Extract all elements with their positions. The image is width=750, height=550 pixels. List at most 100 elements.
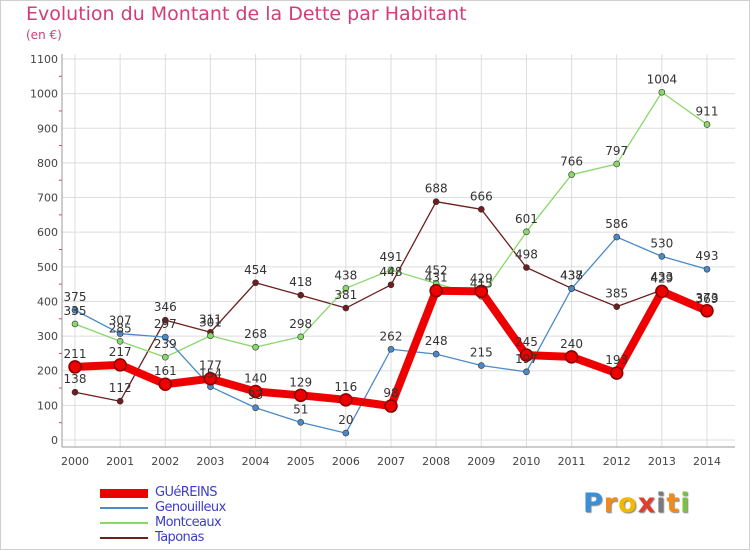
data-label: 429 [650,271,673,285]
data-label: 373 [696,291,719,305]
data-label: 369 [696,292,719,306]
data-point [252,343,259,351]
data-point [342,304,350,312]
data-point [71,320,79,328]
x-tick-label: 2002 [151,455,179,468]
data-point [432,350,440,358]
data-point [248,384,263,399]
data-point [564,350,579,364]
data-point [523,264,530,271]
y-tick-label: 800 [37,157,58,170]
legend-swatch [100,537,148,539]
data-point [429,283,443,298]
logo-letter: P [583,488,604,519]
data-point [658,253,666,260]
x-tick-label: 2009 [467,455,495,468]
legend-swatch [100,488,148,498]
data-label: 197 [515,352,538,366]
data-label: 268 [244,327,267,341]
data-point [207,332,214,340]
data-label: 245 [515,335,538,349]
data-label: 138 [64,372,87,386]
legend-label: Genouilleux [155,500,226,515]
data-label: 797 [605,144,628,158]
logo-letter: o [618,488,638,519]
proxiti-logo: Proxiti [583,488,691,519]
data-point [252,279,259,287]
data-point [568,285,575,292]
data-label: 177 [199,359,222,373]
x-tick-label: 2014 [693,455,721,468]
data-point [342,284,350,292]
data-point [158,377,173,391]
data-point [613,303,621,310]
data-label: 98 [383,386,398,400]
y-tick-label: 0 [51,434,58,447]
y-tick-label: 700 [37,192,58,205]
data-label: 239 [154,337,177,351]
legend-item: Montceaux [100,515,300,530]
data-label: 217 [109,345,132,359]
data-point [116,330,124,337]
chart-legend: GUéREINS Genouilleux Montceaux Taponas [100,485,300,545]
data-point [252,404,259,412]
legend-label: GUéREINS [155,485,217,500]
data-label: 454 [244,263,267,277]
data-label: 491 [380,250,403,264]
data-point [71,388,79,396]
legend-swatch [100,522,148,524]
data-label: 688 [425,182,448,196]
data-point [387,345,395,353]
data-point [116,397,124,405]
x-tick-label: 2008 [422,455,450,468]
data-label: 161 [154,364,177,378]
x-tick-label: 2010 [512,455,540,468]
legend-label: Montceaux [155,515,222,530]
data-label: 530 [650,236,673,250]
data-point [703,265,711,273]
x-tick-label: 2007 [377,455,405,468]
data-label: 586 [605,217,628,231]
chart-title: Evolution du Montant de la Dette par Hab… [26,3,467,25]
data-label: 438 [560,268,583,282]
data-label: 766 [560,155,583,169]
legend-item: GUéREINS [100,485,300,500]
x-tick-label: 2011 [558,455,586,468]
data-point [477,206,485,213]
data-point [658,88,666,96]
data-label: 297 [154,317,177,331]
data-point [519,348,534,362]
chart-unit: (en €) [26,28,62,42]
logo-letter: t [666,488,681,519]
data-label: 418 [289,275,312,289]
data-label: 433 [650,270,673,284]
data-label: 51 [293,402,308,416]
data-point [700,304,714,318]
data-point [293,388,308,403]
data-label: 262 [380,329,403,343]
data-point [523,228,530,236]
data-point [613,160,621,168]
data-label: 311 [199,312,222,326]
data-point [161,316,169,324]
data-label: 140 [244,372,267,386]
data-point [297,419,305,426]
legend-item: Genouilleux [100,500,300,515]
data-label: 911 [696,104,719,118]
data-point [384,399,398,413]
data-label: 248 [425,334,448,348]
data-label: 452 [425,263,448,277]
data-label: 112 [109,381,132,395]
data-label: 429 [470,271,493,285]
data-label: 285 [109,321,132,335]
data-point [477,362,485,369]
data-label: 601 [515,212,538,226]
data-point [609,366,624,380]
legend-label: Taponas [155,530,204,545]
data-point [113,358,127,372]
data-label: 116 [334,380,357,394]
data-point [655,284,669,299]
data-label: 493 [696,249,719,263]
logo-letter: r [603,488,619,519]
